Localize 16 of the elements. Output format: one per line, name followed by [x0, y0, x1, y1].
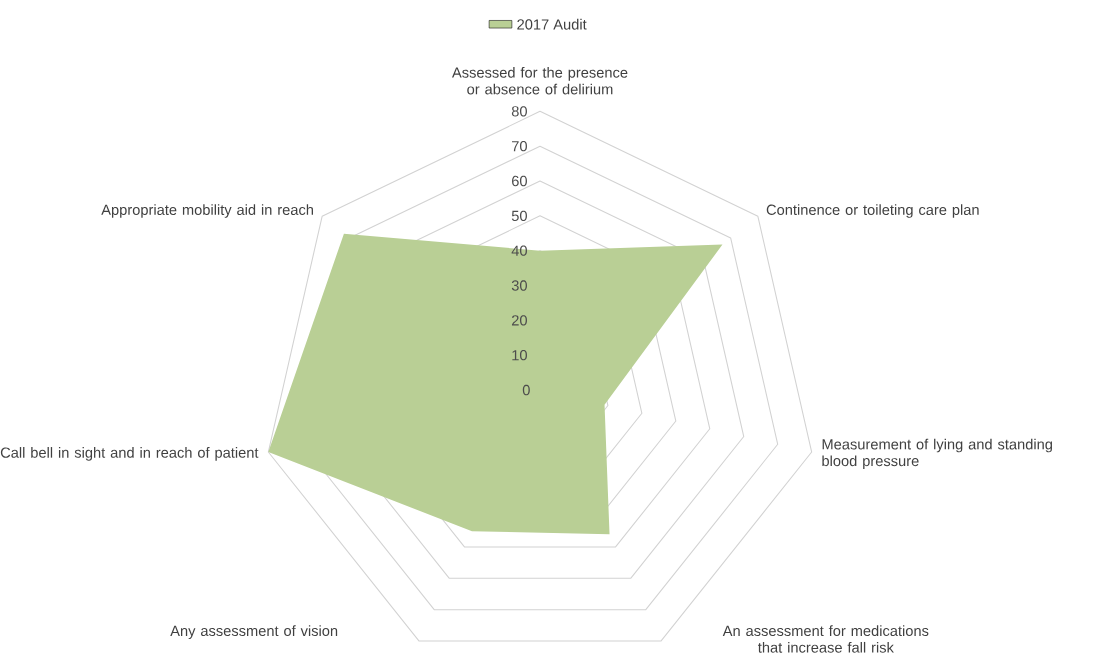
y-tick-label: 60	[512, 175, 527, 187]
spoke-label: Any assessment of vision	[170, 625, 338, 639]
y-tick-label: 30	[511, 280, 527, 291]
spoke-label: Assessed for the presence or absence of delirium	[451, 66, 628, 95]
y-tick-label: 70	[512, 141, 527, 152]
spoke-label: Appropriate mobility aid in reach	[101, 204, 313, 218]
spoke-label: Measurement of lying and standing blood pressure	[822, 438, 1052, 470]
spoke-label: Call bell in sight and in reach of patient	[0, 447, 259, 461]
spoke-label: Continence or toileting care plan	[766, 204, 979, 218]
y-tick-label: 20	[511, 315, 527, 326]
y-tick-label: 0	[522, 384, 530, 396]
legend-label: 2017 Audit	[517, 18, 587, 30]
y-tick-label: 10	[512, 350, 527, 361]
y-tick-label: 80	[511, 106, 527, 117]
y-tick-label: 50	[511, 210, 527, 222]
spoke-label: An assessment for medications that increase fall risk	[722, 625, 929, 653]
